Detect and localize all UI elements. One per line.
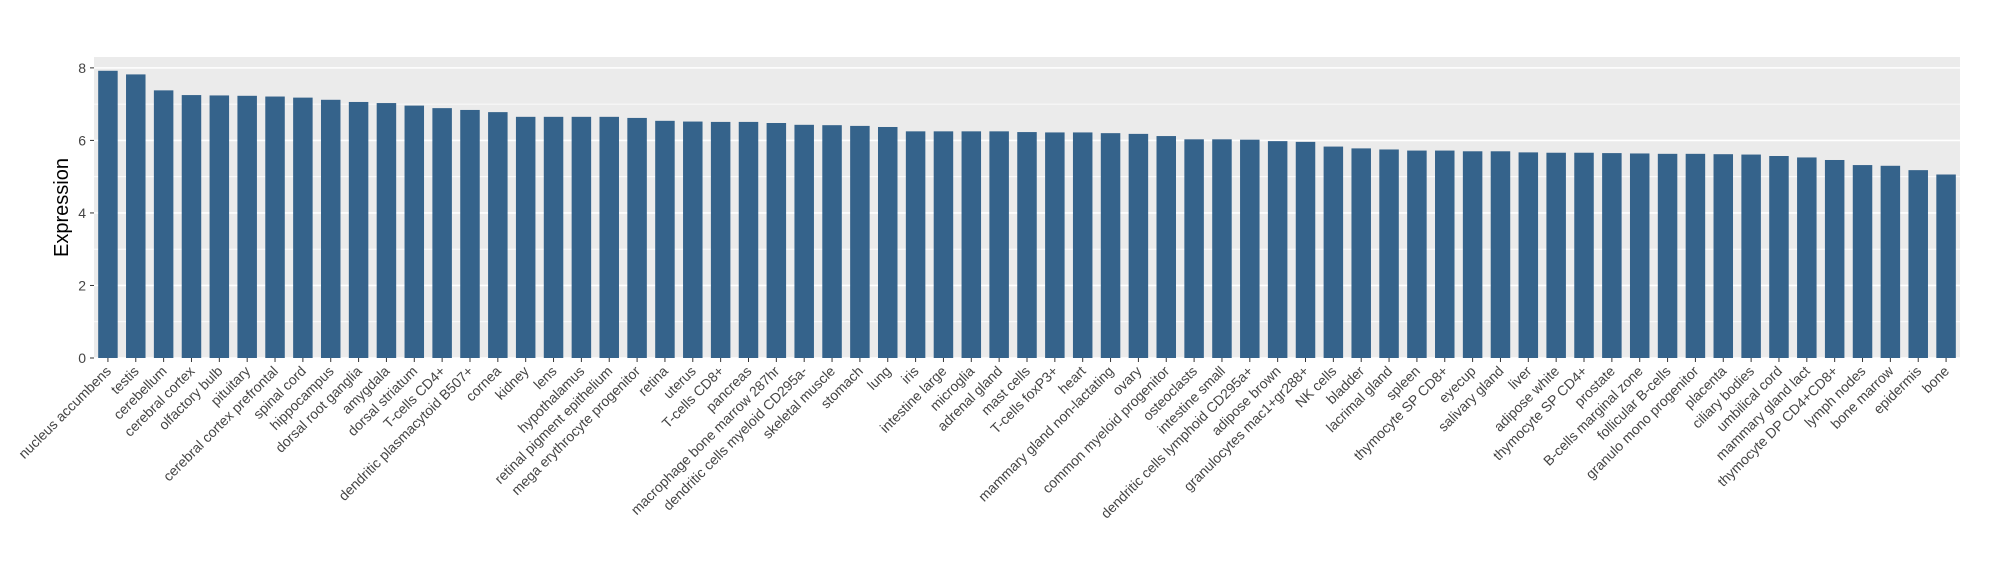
y-axis-title: Expression xyxy=(51,158,73,257)
bar xyxy=(1769,156,1789,358)
bar xyxy=(1741,154,1761,358)
bar xyxy=(822,125,842,358)
bar xyxy=(571,116,592,359)
bar xyxy=(850,125,870,358)
bar xyxy=(1072,132,1093,358)
bar xyxy=(933,131,954,358)
bar xyxy=(1936,174,1956,358)
bar xyxy=(237,95,257,358)
bar xyxy=(599,116,619,359)
bars xyxy=(98,70,1956,359)
bar xyxy=(1797,157,1817,358)
bar xyxy=(1713,154,1734,358)
bar xyxy=(1184,139,1204,358)
bar xyxy=(460,109,480,358)
bar xyxy=(348,101,369,358)
bar xyxy=(766,123,787,358)
bar xyxy=(655,120,675,358)
bar xyxy=(1435,150,1455,358)
bar xyxy=(794,124,814,358)
bar xyxy=(627,117,647,359)
bar xyxy=(1490,151,1511,358)
bar xyxy=(989,131,1009,358)
bar xyxy=(181,95,202,359)
bar xyxy=(376,103,397,358)
bar xyxy=(1100,133,1121,358)
bar xyxy=(961,131,982,358)
y-axis: 0 2 4 6 8 xyxy=(78,60,94,366)
bar xyxy=(1240,139,1260,358)
bar xyxy=(515,116,536,359)
bar xyxy=(1156,136,1177,358)
x-tick-label: nucleus accumbens xyxy=(15,363,114,462)
y-tick-label: 2 xyxy=(78,277,86,293)
bar xyxy=(1685,153,1706,358)
bar xyxy=(1657,153,1678,358)
x-tick-label: lung xyxy=(864,363,894,393)
bar xyxy=(153,90,174,358)
bar xyxy=(1351,148,1371,358)
bar xyxy=(1546,152,1566,358)
bar xyxy=(1880,165,1901,358)
bar xyxy=(1574,152,1594,358)
bar xyxy=(1017,132,1037,358)
bar xyxy=(1852,165,1873,358)
bar xyxy=(1602,153,1622,358)
bar xyxy=(1407,150,1427,358)
bar xyxy=(1295,141,1316,358)
y-tick-label: 8 xyxy=(78,60,86,76)
bar xyxy=(98,70,118,358)
bar xyxy=(432,108,452,359)
bar xyxy=(1045,132,1065,358)
bar xyxy=(293,97,313,358)
bar xyxy=(265,96,285,358)
bar xyxy=(543,116,564,359)
bar xyxy=(1323,146,1344,358)
x-axis: nucleus accumbenstestiscerebellumcerebra… xyxy=(15,358,1952,521)
bar xyxy=(710,121,731,358)
bar xyxy=(877,126,898,358)
x-tick-label: bone xyxy=(1919,363,1952,396)
bar xyxy=(1462,151,1483,358)
bar xyxy=(320,99,341,358)
bar xyxy=(1908,170,1928,358)
bar xyxy=(209,95,230,358)
bar xyxy=(126,74,146,358)
bar xyxy=(905,131,926,358)
y-tick-label: 0 xyxy=(78,350,86,366)
bar xyxy=(488,112,508,358)
bar xyxy=(404,105,425,358)
bar xyxy=(1629,153,1650,358)
bar xyxy=(1267,141,1288,358)
bar xyxy=(1518,152,1539,358)
bar xyxy=(1212,139,1232,358)
bar xyxy=(1128,133,1149,358)
y-tick-label: 4 xyxy=(78,205,86,221)
bar xyxy=(1379,149,1399,358)
bar xyxy=(738,121,759,358)
bar xyxy=(683,121,703,358)
bar xyxy=(1824,159,1845,358)
y-tick-label: 6 xyxy=(78,132,86,148)
